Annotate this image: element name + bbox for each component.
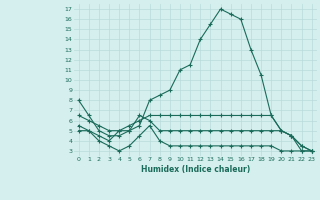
X-axis label: Humidex (Indice chaleur): Humidex (Indice chaleur) (140, 165, 250, 174)
